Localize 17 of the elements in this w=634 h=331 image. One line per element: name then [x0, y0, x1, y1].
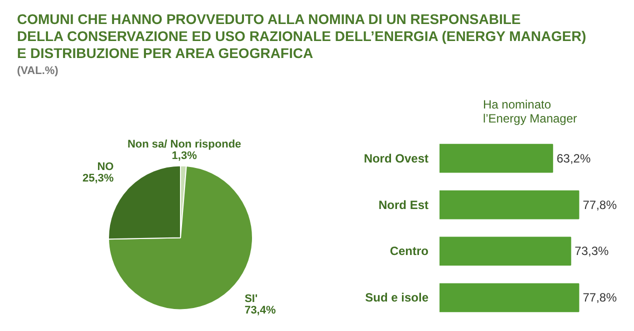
y-tick-label: Sud e isole [365, 290, 429, 305]
data-label: 25,3% [82, 172, 114, 184]
y-tick-label: Centro [390, 244, 429, 258]
chart-title: Ha nominato l’Energy Manager [482, 98, 578, 126]
data-label: 63,2% [556, 151, 591, 166]
chart-title: COMUNI CHE HANNO PROVVEDUTO ALLA NOMINA DI UN RESPONSABILE DELLA CONSERVAZIONE ED USO RAZIONALE DELL’ENERGIA (ENERGY MANAGER) E DISTRIBUZIONE PER AREA GEOGRAFICA [17, 11, 586, 62]
data-label: 77,8% [582, 198, 618, 212]
data-label: 73,3% [574, 244, 610, 258]
data-label: 73,4% [244, 304, 276, 317]
slice-label: NO [97, 161, 114, 174]
data-label: 1,3% [172, 150, 198, 162]
data-label: 77,8% [582, 290, 618, 305]
slice-label: Non sa/ Non risponde [127, 138, 242, 150]
chart-subtitle: (VAL.%) [17, 64, 60, 79]
slice-label: SI' [244, 293, 258, 306]
y-tick-label: Nord Ovest [364, 151, 429, 166]
y-tick-label: Nord Est [378, 198, 429, 212]
